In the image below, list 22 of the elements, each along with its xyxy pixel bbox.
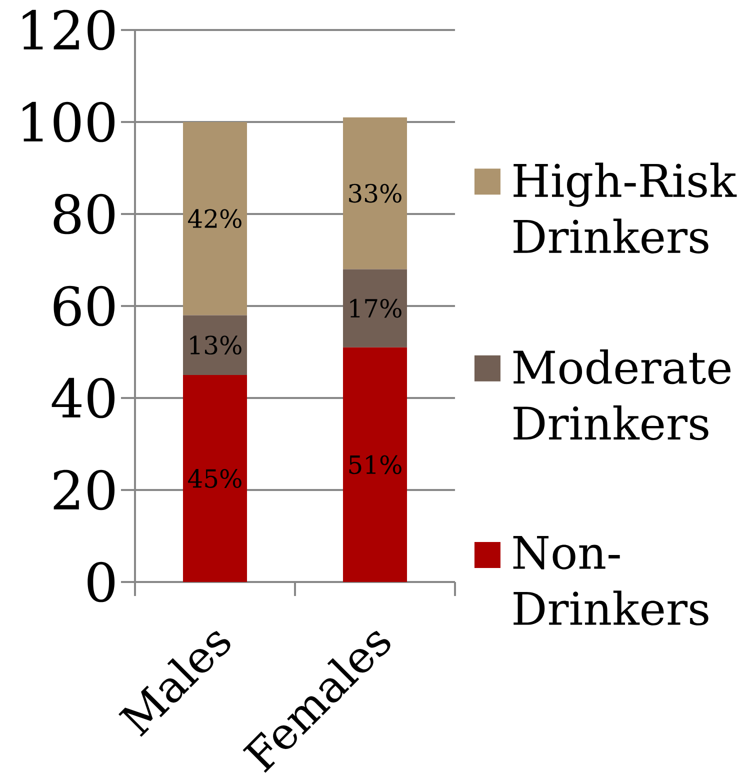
y-tick-label: 20 [54, 470, 114, 510]
legend-label: High-Risk Drinkers [514, 162, 737, 254]
data-label: 42% [188, 209, 242, 228]
data-label: 51% [349, 455, 402, 474]
y-tick-label: 80 [54, 194, 114, 234]
legend-label: Non-Drinkers [513, 536, 708, 626]
y-tick-label: 0 [88, 562, 115, 602]
bar [183, 375, 247, 582]
bar [342, 117, 407, 270]
legend-label: Moderate Drinkers [513, 349, 731, 440]
y-tick-label: 40 [52, 378, 114, 418]
y-tick-label: 120 [22, 10, 114, 50]
data-label: 13% [190, 336, 242, 355]
data-label: 45% [188, 469, 242, 488]
bar [183, 122, 247, 316]
bar [183, 315, 247, 375]
data-label: 33% [349, 184, 402, 203]
y-tick-label: 100 [22, 102, 114, 142]
bar [342, 347, 407, 582]
bar [342, 269, 407, 348]
data-label: 17% [350, 298, 402, 318]
y-tick-label: 60 [54, 286, 114, 326]
